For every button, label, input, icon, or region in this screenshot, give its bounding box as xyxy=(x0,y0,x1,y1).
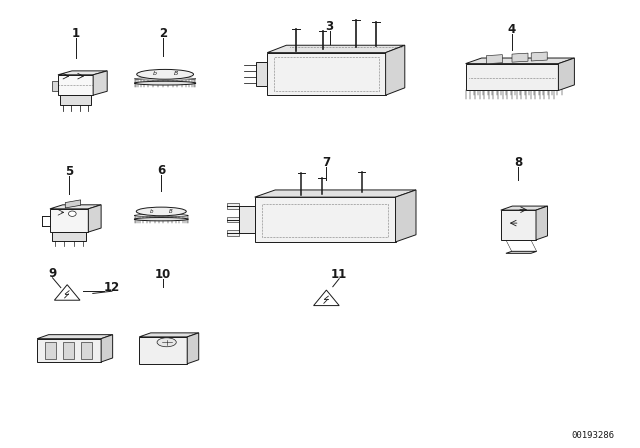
Polygon shape xyxy=(50,209,88,232)
Polygon shape xyxy=(486,55,502,64)
Polygon shape xyxy=(385,45,405,95)
Text: b: b xyxy=(152,71,156,77)
Polygon shape xyxy=(501,210,536,240)
Polygon shape xyxy=(466,64,559,90)
Ellipse shape xyxy=(134,78,196,80)
Text: 8: 8 xyxy=(515,155,522,169)
Text: 3: 3 xyxy=(326,20,333,34)
Polygon shape xyxy=(88,205,101,232)
Polygon shape xyxy=(255,61,268,86)
Polygon shape xyxy=(37,335,113,339)
Text: 1: 1 xyxy=(72,27,79,40)
Polygon shape xyxy=(255,197,396,242)
Text: 4: 4 xyxy=(508,22,516,36)
Polygon shape xyxy=(227,217,239,222)
Polygon shape xyxy=(54,284,80,300)
Text: 9: 9 xyxy=(49,267,56,280)
Polygon shape xyxy=(531,52,547,61)
Polygon shape xyxy=(501,206,548,210)
Text: 7: 7 xyxy=(323,155,330,169)
Polygon shape xyxy=(314,290,339,306)
Ellipse shape xyxy=(136,207,186,216)
Ellipse shape xyxy=(134,214,188,217)
Polygon shape xyxy=(63,342,74,359)
Polygon shape xyxy=(58,71,107,75)
Polygon shape xyxy=(50,205,101,209)
Polygon shape xyxy=(52,81,58,91)
Polygon shape xyxy=(81,342,92,359)
Polygon shape xyxy=(187,333,198,364)
Polygon shape xyxy=(512,53,528,62)
Polygon shape xyxy=(101,335,113,362)
Text: 6: 6 xyxy=(157,164,165,177)
Polygon shape xyxy=(396,190,416,242)
Polygon shape xyxy=(65,200,81,208)
Polygon shape xyxy=(45,342,56,359)
Polygon shape xyxy=(268,53,385,95)
Polygon shape xyxy=(60,95,91,105)
Polygon shape xyxy=(255,190,416,197)
Polygon shape xyxy=(536,206,548,240)
Polygon shape xyxy=(93,71,107,95)
Ellipse shape xyxy=(134,218,188,221)
Polygon shape xyxy=(559,58,575,90)
Polygon shape xyxy=(466,58,575,64)
Ellipse shape xyxy=(137,69,193,79)
Ellipse shape xyxy=(134,81,196,85)
Polygon shape xyxy=(58,75,93,95)
Polygon shape xyxy=(140,337,187,364)
Text: 00193286: 00193286 xyxy=(572,431,614,440)
Text: B: B xyxy=(173,71,178,77)
Ellipse shape xyxy=(157,338,176,347)
Polygon shape xyxy=(268,45,405,53)
Text: 10: 10 xyxy=(155,267,172,281)
Text: B: B xyxy=(169,209,173,214)
Polygon shape xyxy=(37,339,101,362)
Polygon shape xyxy=(227,230,239,236)
Polygon shape xyxy=(140,333,198,337)
Text: 5: 5 xyxy=(65,164,73,178)
Ellipse shape xyxy=(68,211,76,216)
Polygon shape xyxy=(239,206,255,233)
Text: 12: 12 xyxy=(104,281,120,294)
Text: 11: 11 xyxy=(331,267,348,281)
Text: 2: 2 xyxy=(159,27,167,40)
Polygon shape xyxy=(227,203,239,209)
Polygon shape xyxy=(506,251,537,253)
Polygon shape xyxy=(52,232,86,241)
Text: b: b xyxy=(150,209,154,214)
